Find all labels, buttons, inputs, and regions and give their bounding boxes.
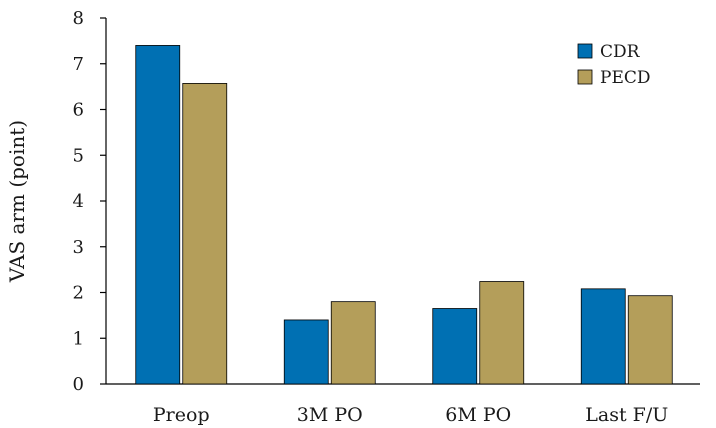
legend-label-cdr: CDR [600, 42, 641, 62]
y-tick-label: 7 [73, 54, 84, 75]
bar-cdr-3 [580, 288, 626, 385]
bar-cdr-2 [432, 308, 478, 385]
bar-pecd-0 [182, 83, 228, 385]
bar-cdr-1 [283, 319, 329, 385]
y-tick-label: 2 [73, 283, 84, 304]
x-category-label: Last F/U [585, 404, 668, 426]
y-tick-label: 6 [73, 100, 84, 121]
bar-pecd-3 [627, 295, 673, 385]
y-ticks: 0 1 2 3 4 5 6 7 8 [73, 8, 106, 395]
bar-cdr-0 [135, 45, 181, 385]
x-category-label: Preop [153, 404, 210, 426]
y-tick-label: 4 [73, 191, 84, 212]
legend: CDR PECD [577, 42, 651, 88]
bar-pecd-2 [479, 281, 525, 385]
legend-swatch-cdr [577, 43, 593, 59]
y-tick-label: 1 [73, 328, 84, 349]
x-category-label: 6M PO [445, 404, 511, 426]
y-axis-title: VAS arm (point) [5, 120, 29, 283]
y-tick-label: 5 [73, 145, 84, 166]
legend-label-pecd: PECD [600, 68, 651, 88]
bar-pecd-1 [330, 301, 376, 385]
y-tick-label: 3 [73, 237, 84, 258]
legend-swatch-pecd [577, 69, 593, 85]
y-tick-label: 0 [73, 374, 84, 395]
y-tick-label: 8 [73, 8, 84, 29]
category-labels: Preop 3M PO 6M PO Last F/U [153, 404, 668, 426]
bars [135, 45, 673, 385]
x-category-label: 3M PO [297, 404, 363, 426]
